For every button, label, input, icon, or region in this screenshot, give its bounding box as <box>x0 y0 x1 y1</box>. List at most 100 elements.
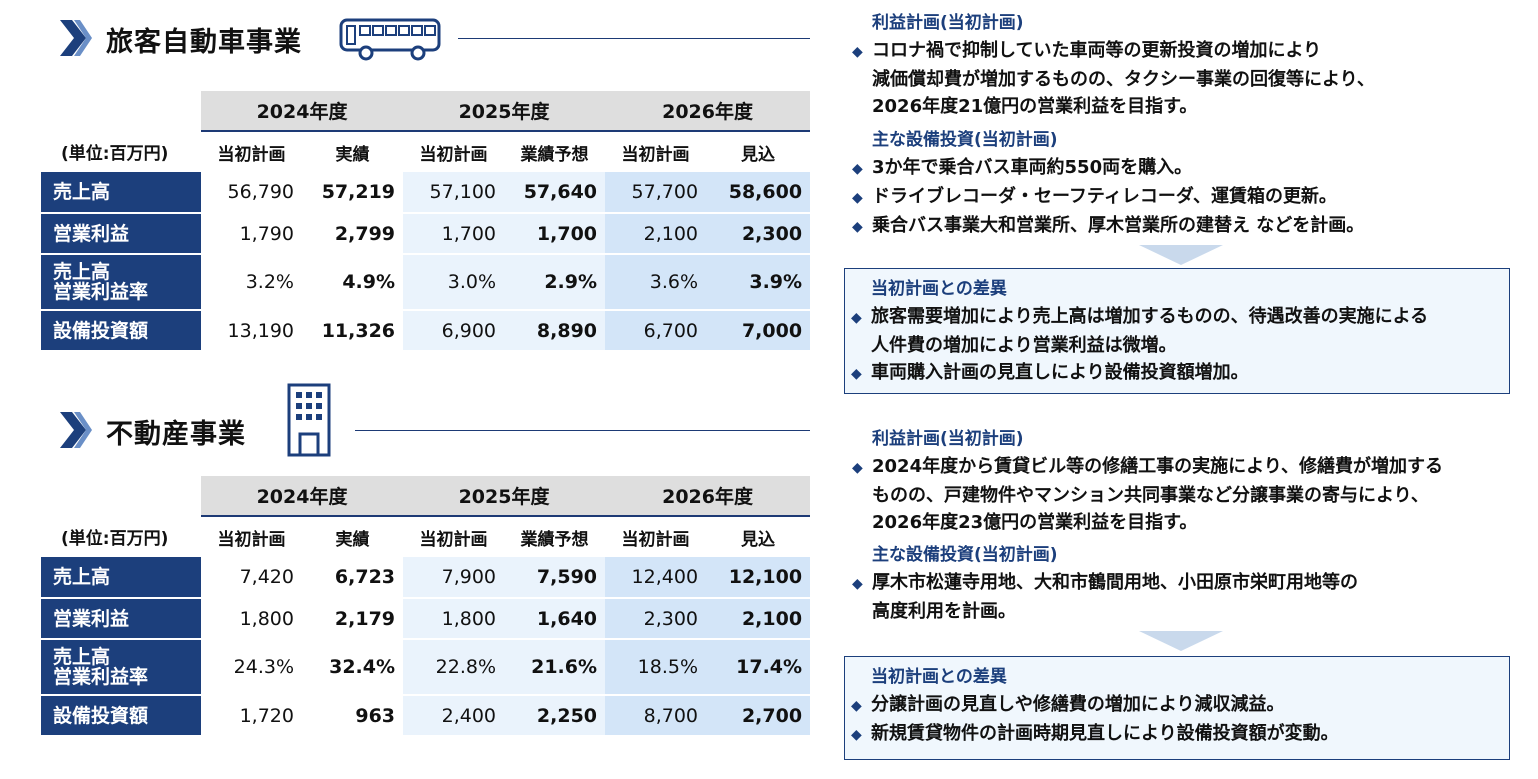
table-cell: 3.0% <box>403 254 505 311</box>
bullet-line: ◆ 乗合バス事業大和営業所、厚木営業所の建替え などを計画。 <box>852 212 1532 241</box>
table-cell: 2,300 <box>706 213 811 255</box>
bus-capex-plan: 主な設備投資(当初計画) ◆ 3か年で乗合バス車両約550両を購入。 ◆ ドライブレコ… <box>852 127 1532 241</box>
bullet-text: 減価償却費が増加するものの、タクシー事業の回復等により、 <box>872 69 1375 90</box>
subheader: 当初計画 <box>403 515 505 557</box>
table-cell: 1,700 <box>504 213 606 255</box>
bullet-text: 2026年度21億円の営業利益を目指す。 <box>872 96 1198 117</box>
bullet-line: ◆ 3か年で乗合バス車両約550両を購入。 <box>852 154 1532 183</box>
bullet-text: ドライブレコーダ・セーフティレコーダ、運賃箱の更新。 <box>872 186 1337 207</box>
bullet-text: 分譲計画の見直しや修繕費の増加により減収減益。 <box>871 694 1285 715</box>
table-cell: 6,700 <box>605 310 707 352</box>
chevron-icon <box>60 20 92 56</box>
table-cell: 2,100 <box>706 598 811 640</box>
realestate-financial-table: 2024年度 2025年度 2026年度 (単位:百万円) 当初計画 実績 当初… <box>41 476 811 737</box>
subheader: 当初計画 <box>605 515 707 557</box>
table-cell: 2,799 <box>302 213 404 255</box>
down-arrow-icon <box>1139 245 1223 265</box>
table-cell: 21.6% <box>504 639 606 696</box>
table-row: 営業利益 1,800 2,179 1,800 1,640 2,300 2,100 <box>41 598 811 640</box>
realestate-profit-plan: 利益計画(当初計画) ◆ 2024年度から賃貸ビル等の修繕工事の実施により、修繕費… <box>852 426 1532 536</box>
table-cell: 56,790 <box>201 172 302 214</box>
row-label: 設備投資額 <box>41 695 201 737</box>
table-row: 設備投資額 1,720 963 2,400 2,250 8,700 2,700 <box>41 695 811 737</box>
table-cell: 1,700 <box>403 213 505 255</box>
bullet-line: ◆ 厚木市松蓮寺用地、大和市鶴間用地、小田原市栄町用地等の <box>852 569 1532 598</box>
bullet-text: 新規賃貸物件の計画時期見直しにより設備投資額が変動。 <box>871 723 1339 744</box>
year-header: 2024年度 <box>201 476 404 516</box>
table-cell: 3.2% <box>201 254 302 311</box>
table-cell: 32.4% <box>302 639 404 696</box>
table-cell: 12,400 <box>605 557 707 599</box>
subheader: 業績予想 <box>504 515 606 557</box>
table-cell: 12,100 <box>706 557 811 599</box>
subheader: 実績 <box>302 130 404 172</box>
subheader: 見込 <box>706 130 811 172</box>
table-row: 売上高 56,790 57,219 57,100 57,640 57,700 58,600 <box>41 172 811 214</box>
table-cell: 2,250 <box>504 695 606 737</box>
realestate-capex-plan-heading: 主な設備投資(当初計画) <box>872 545 1058 565</box>
diamond-bullet-icon: ◆ <box>852 219 863 235</box>
subheader: 当初計画 <box>605 130 707 172</box>
table-cell: 1,800 <box>201 598 302 640</box>
table-cell: 1,800 <box>403 598 505 640</box>
bullet-line: ◆ 新規賃貸物件の計画時期見直しにより設備投資額が変動。 <box>851 720 1501 749</box>
table-cell: 58,600 <box>706 172 811 214</box>
year-header: 2024年度 <box>201 91 404 131</box>
row-label: 売上高 営業利益率 <box>41 254 201 311</box>
row-label: 売上高 <box>41 172 201 214</box>
row-label: 営業利益 <box>41 598 201 640</box>
bullet-text: 2024年度から賃貸ビル等の修繕工事の実施により、修繕費が増加する <box>872 456 1444 477</box>
row-label: 売上高 <box>41 557 201 599</box>
subheader: 当初計画 <box>403 130 505 172</box>
bullet-line: ◆ 分譲計画の見直しや修繕費の増加により減収減益。 <box>851 691 1501 720</box>
table-cell: 18.5% <box>605 639 707 696</box>
table-cell: 2,300 <box>605 598 707 640</box>
diamond-bullet-icon: ◆ <box>852 576 863 592</box>
bullet-line: 2026年度21億円の営業利益を目指す。 <box>852 93 1532 120</box>
realestate-diff-heading: 当初計画との差異 <box>871 667 1007 687</box>
bullet-text: 旅客需要増加により売上高は増加するものの、待遇改善の実施による <box>871 306 1429 327</box>
table-cell: 17.4% <box>706 639 811 696</box>
table-cell: 57,700 <box>605 172 707 214</box>
row-label: 売上高 営業利益率 <box>41 639 201 696</box>
diamond-bullet-icon: ◆ <box>851 310 862 326</box>
unit-label: (単位:百万円) <box>41 131 201 172</box>
bullet-line: ◆ 旅客需要増加により売上高は増加するものの、待遇改善の実施による <box>851 303 1501 332</box>
realestate-profit-plan-heading: 利益計画(当初計画) <box>872 429 1024 449</box>
year-header: 2026年度 <box>605 476 811 516</box>
bullet-line: ◆ ドライブレコーダ・セーフティレコーダ、運賃箱の更新。 <box>852 183 1532 212</box>
table-cell: 7,900 <box>403 557 505 599</box>
table-row: 売上高 営業利益率 3.2% 4.9% 3.0% 2.9% 3.6% 3.9% <box>41 254 811 311</box>
bus-icon <box>339 18 441 61</box>
subheader: 当初計画 <box>201 130 302 172</box>
bullet-text: 厚木市松蓮寺用地、大和市鶴間用地、小田原市栄町用地等の <box>872 572 1358 593</box>
bullet-text: ものの、戸建物件やマンション共同事業など分譲事業の寄与により、 <box>872 485 1429 506</box>
section-title-bus: 旅客自動車事業 <box>106 27 302 58</box>
bullet-line: ◆ 車両購入計画の見直しにより設備投資額増加。 <box>851 359 1501 388</box>
table-cell: 22.8% <box>403 639 505 696</box>
year-header: 2026年度 <box>605 91 811 131</box>
subheader: 見込 <box>706 515 811 557</box>
table-row: 設備投資額 13,190 11,326 6,900 8,890 6,700 7,000 <box>41 310 811 352</box>
table-row: 売上高 7,420 6,723 7,900 7,590 12,400 12,100 <box>41 557 811 599</box>
table-cell: 24.3% <box>201 639 302 696</box>
bullet-line: 人件費の増加により営業利益は微増。 <box>851 332 1501 359</box>
bus-profit-plan: 利益計画(当初計画) ◆ コロナ禍で抑制していた車両等の更新投資の増加により 減価償… <box>852 10 1532 120</box>
bullet-text: 高度利用を計画。 <box>872 601 1016 622</box>
row-label: 設備投資額 <box>41 310 201 352</box>
table-cell: 2,700 <box>706 695 811 737</box>
bullet-line: ものの、戸建物件やマンション共同事業など分譲事業の寄与により、 <box>852 482 1532 509</box>
subheader: 実績 <box>302 515 404 557</box>
realestate-capex-plan: 主な設備投資(当初計画) ◆ 厚木市松蓮寺用地、大和市鶴間用地、小田原市栄町用地等… <box>852 542 1532 625</box>
bus-capex-plan-heading: 主な設備投資(当初計画) <box>872 130 1058 150</box>
diamond-bullet-icon: ◆ <box>852 460 863 476</box>
building-icon <box>287 383 331 457</box>
table-cell: 963 <box>302 695 404 737</box>
bullet-line: 減価償却費が増加するものの、タクシー事業の回復等により、 <box>852 66 1532 93</box>
bus-diff-box: 当初計画との差異 ◆ 旅客需要増加により売上高は増加するものの、待遇改善の実施によ… <box>844 268 1510 394</box>
subheader: 当初計画 <box>201 515 302 557</box>
bullet-text: 人件費の増加により営業利益は微増。 <box>871 335 1177 356</box>
bus-diff-heading: 当初計画との差異 <box>871 279 1007 299</box>
realestate-diff-box: 当初計画との差異 ◆ 分譲計画の見直しや修繕費の増加により減収減益。 ◆ 新規賃貸物件… <box>844 656 1510 760</box>
table-cell: 57,219 <box>302 172 404 214</box>
